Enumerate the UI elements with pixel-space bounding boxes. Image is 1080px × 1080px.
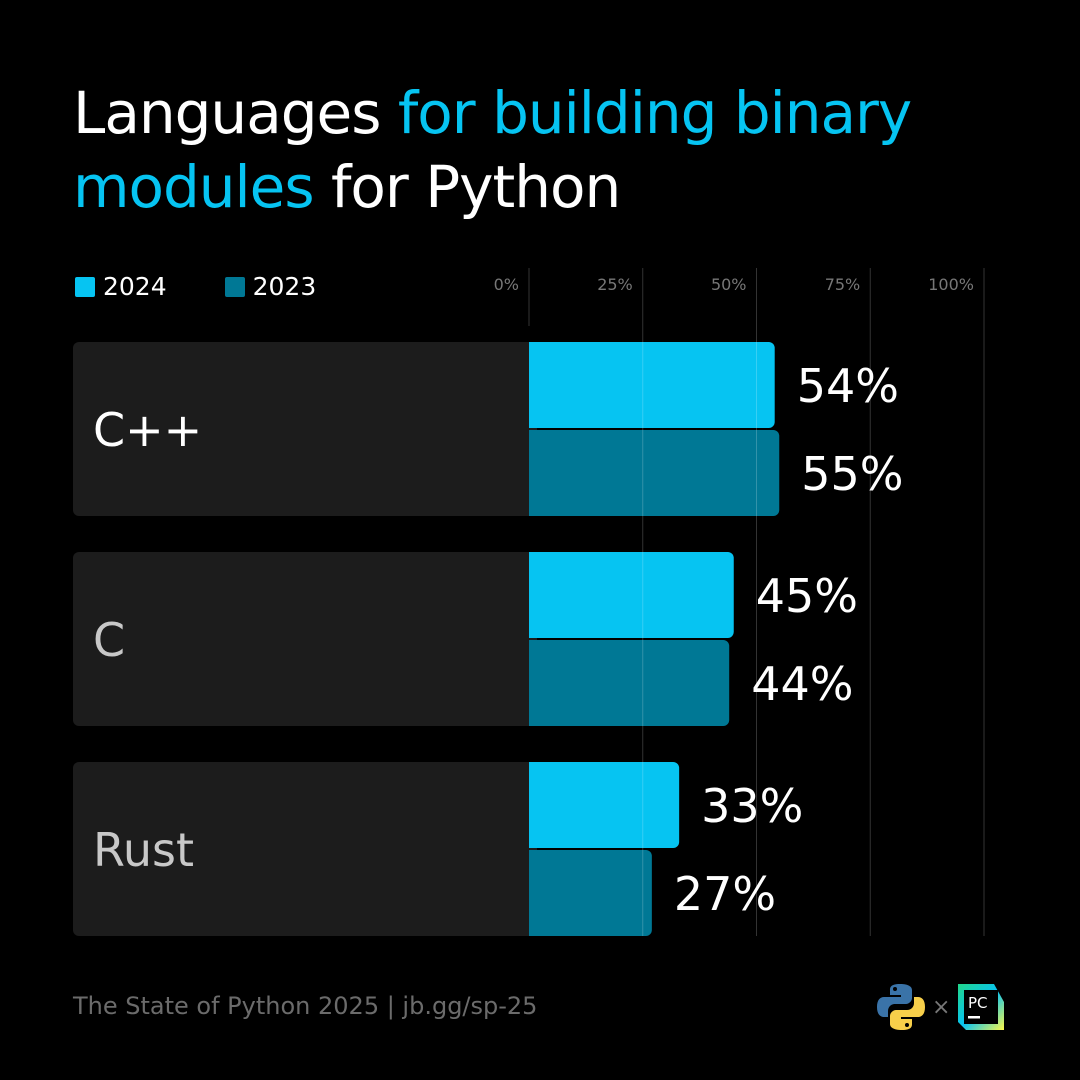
- svg-text:PC: PC: [968, 994, 988, 1012]
- legend-item-2024: 2024: [75, 272, 167, 301]
- data-label: 45%: [756, 569, 858, 623]
- bar-2024: [529, 552, 734, 638]
- title-highlight: for building binary modules: [73, 79, 912, 221]
- legend-label-2023: 2023: [252, 272, 317, 301]
- footer-source: The State of Python 2025 | jb.gg/sp-25: [73, 992, 538, 1020]
- data-label: 33%: [701, 779, 803, 833]
- legend: 2024 2023: [75, 272, 316, 301]
- tick-label: 0%: [494, 275, 519, 294]
- category-panel: [73, 552, 537, 726]
- legend-item-2023: 2023: [224, 272, 317, 301]
- title-part-1: Languages: [73, 79, 398, 147]
- chart-title: Languages for building binary modules fo…: [73, 76, 1080, 224]
- bar-2024: [529, 762, 680, 848]
- tick-label: 100%: [928, 275, 974, 294]
- title-part-3: for Python: [313, 153, 621, 221]
- data-label: 44%: [751, 657, 853, 711]
- data-label: 27%: [674, 867, 776, 921]
- pycharm-logo-icon: PC: [958, 984, 1005, 1030]
- legend-label-2024: 2024: [103, 272, 167, 301]
- category-label: C++: [93, 403, 202, 457]
- category-label: C: [93, 613, 125, 667]
- category-label: Rust: [93, 823, 194, 877]
- logo-separator: ×: [932, 994, 951, 1020]
- bar-2023: [529, 850, 652, 936]
- category-panel: [73, 762, 537, 936]
- bar-2023: [529, 640, 730, 726]
- bar-2024: [529, 342, 775, 428]
- logos: × PC: [876, 982, 1006, 1032]
- tick-label: 50%: [711, 275, 747, 294]
- python-logo-icon: [877, 984, 925, 1030]
- category-panel: [73, 342, 537, 516]
- legend-swatch-2023: [224, 276, 245, 297]
- tick-label: 75%: [825, 275, 861, 294]
- tick-label: 25%: [597, 275, 633, 294]
- bar-2023: [529, 430, 780, 516]
- data-label: 54%: [797, 359, 899, 413]
- legend-swatch-2024: [75, 276, 95, 297]
- data-label: 55%: [801, 447, 903, 501]
